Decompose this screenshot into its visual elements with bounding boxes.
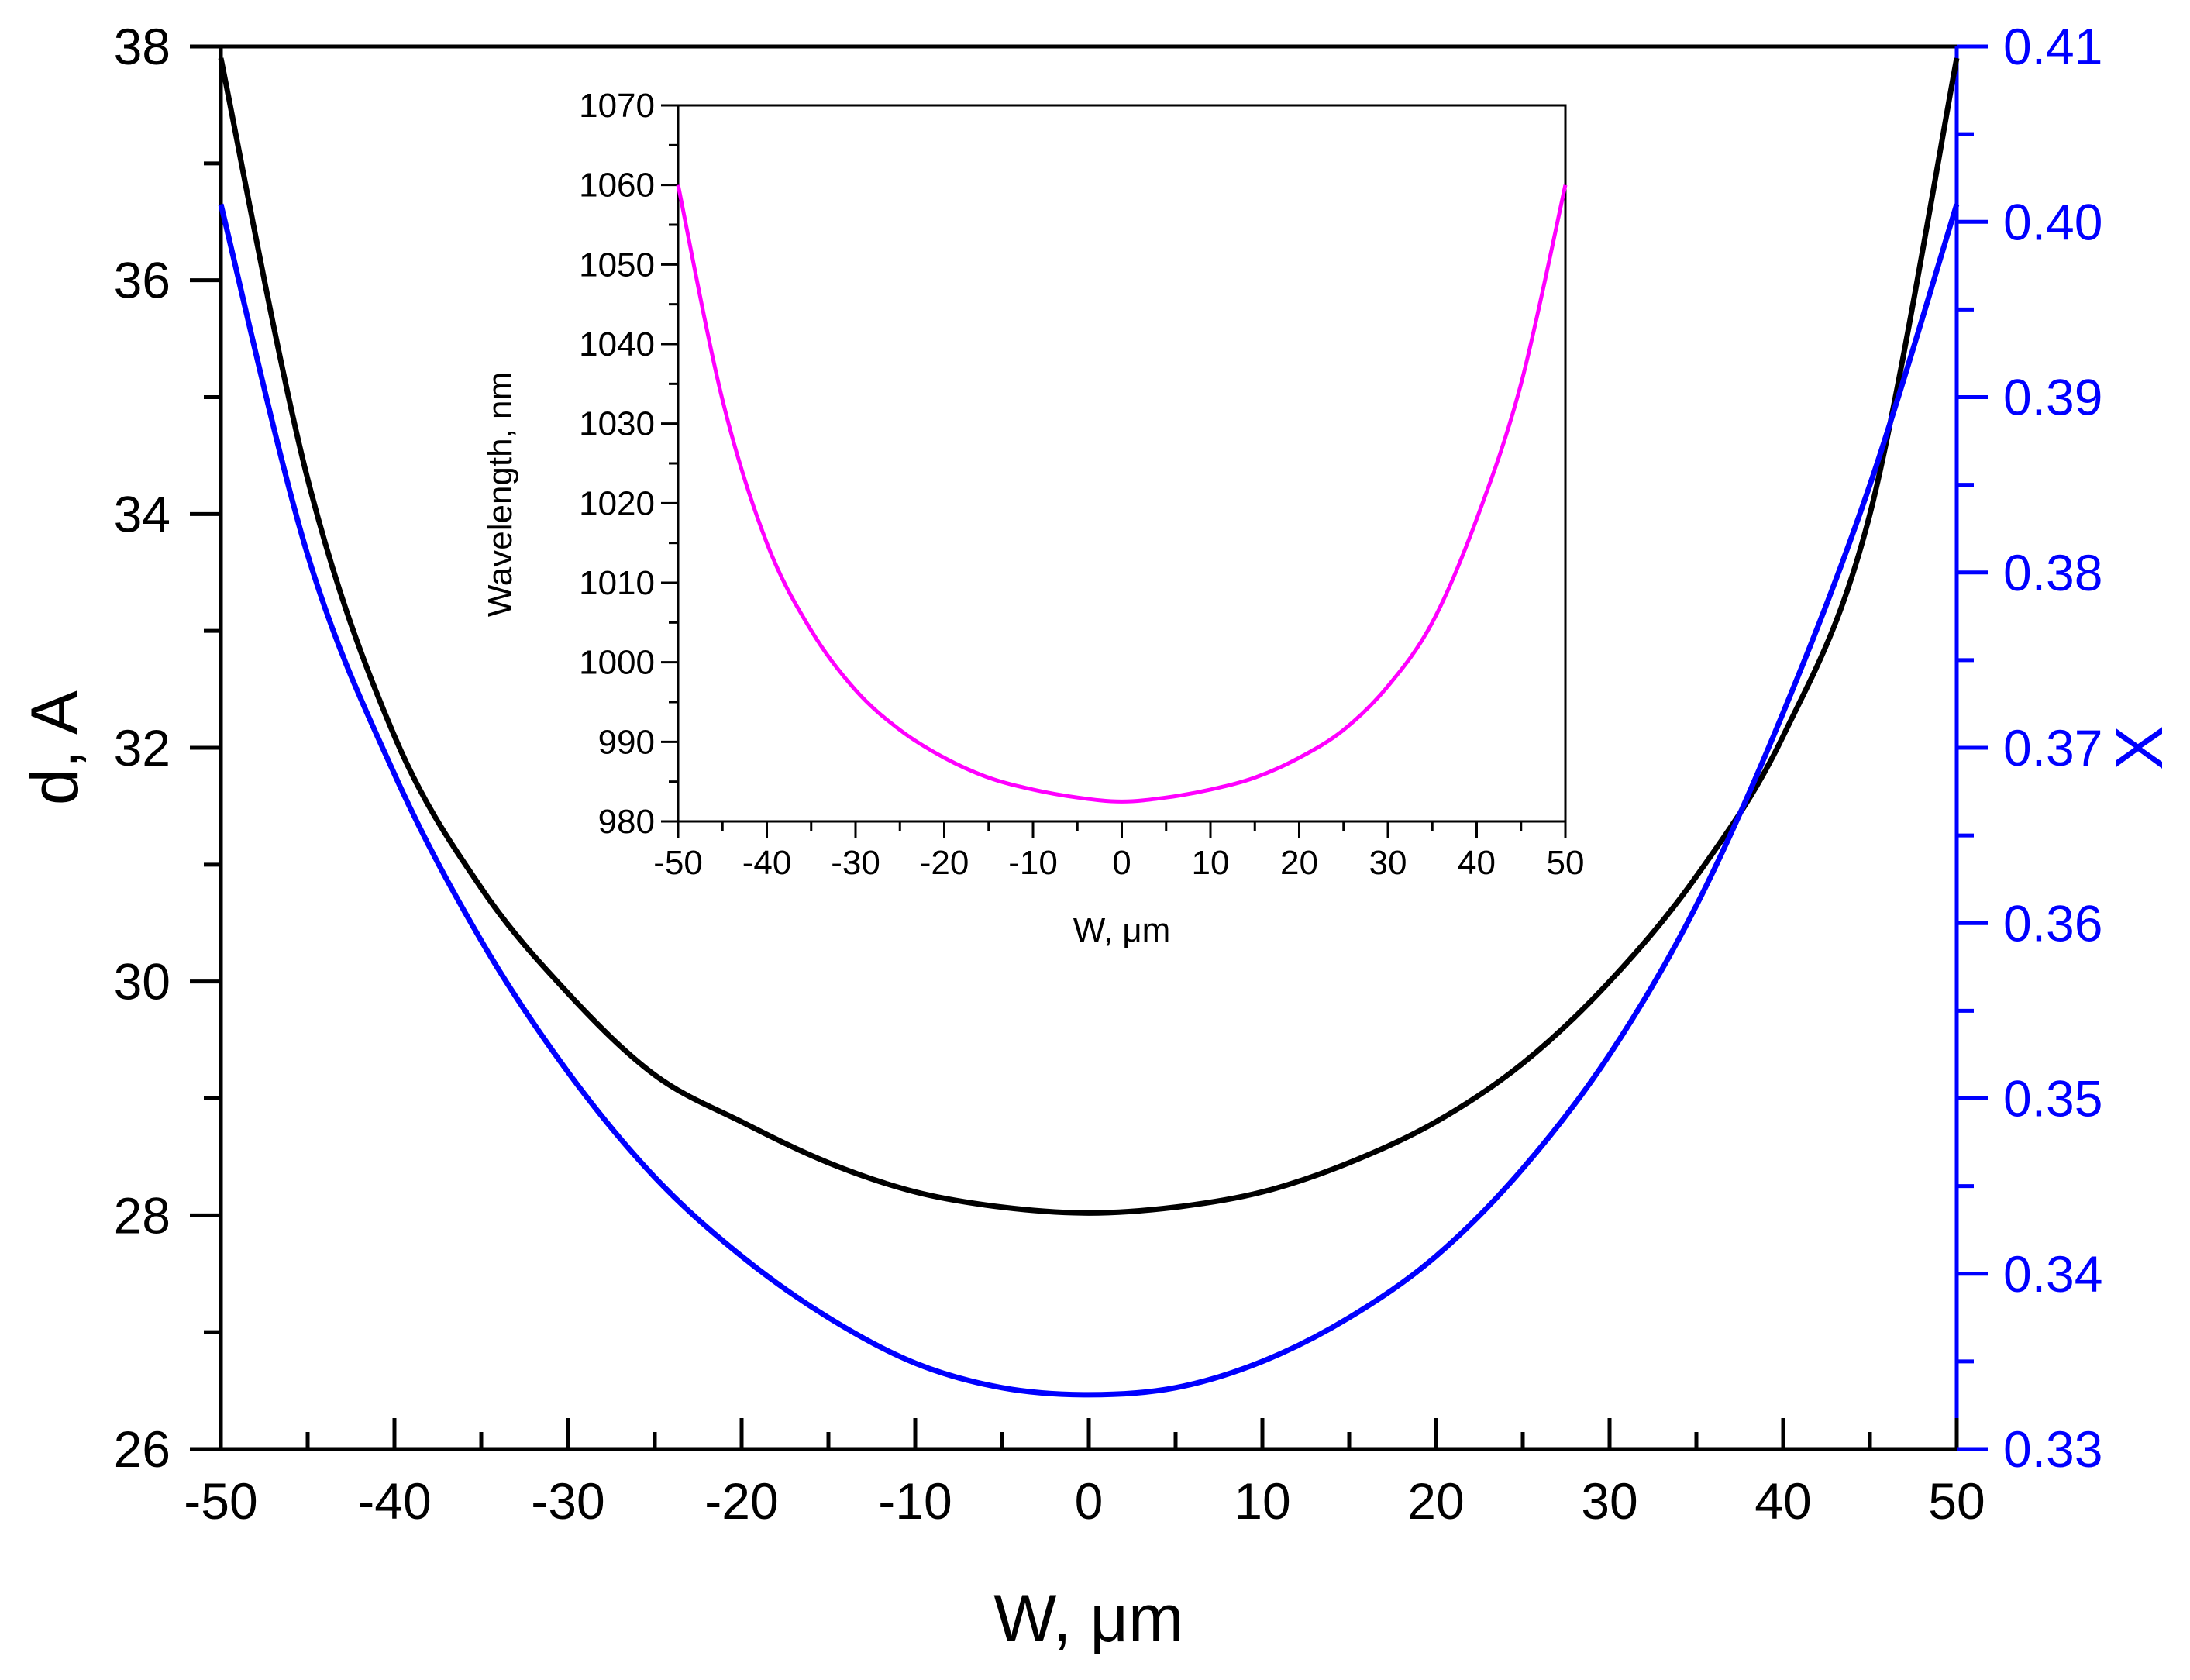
main-right-tick-label: 0.39 [2003,369,2102,426]
main-left-tick-label: 28 [114,1186,170,1244]
inset-x-tick-label: -50 [653,844,703,882]
main-right-axis-title: X [2102,725,2177,769]
main-x-tick-label: 0 [1075,1472,1104,1530]
main-right-tick-label: 0.33 [2003,1420,2102,1478]
main-x-tick-label: -40 [357,1472,431,1530]
main-plot: -50 -40 -30 -20 -10 0 10 20 30 40 5026283032343638… [18,18,2177,1656]
inset-x-tick-label: 20 [1280,844,1318,882]
main-x-tick-label: -10 [878,1472,952,1530]
inset-y-axis-title: Wavelength, nm [481,372,519,617]
inset-x-tick-label: 30 [1369,844,1407,882]
inset-x-tick-label: 0 [1112,844,1131,882]
inset-y-tick-label: 1060 [579,167,655,205]
inset-x-tick-label: -30 [831,844,880,882]
main-right-tick-label: 0.35 [2003,1070,2102,1127]
main-left-tick-label: 32 [114,719,170,776]
inset-x-tick-label: -40 [742,844,792,882]
main-x-tick-label: 30 [1581,1472,1637,1530]
inset-y-tick-label: 1030 [579,405,655,443]
main-right-tick-label: 0.36 [2003,894,2102,952]
inset-x-axis-title: W, μm [1073,911,1171,949]
inset-y-tick-label: 980 [598,803,655,841]
inset-y-tick-label: 1040 [579,325,655,363]
main-x-tick-label: 50 [1928,1472,1985,1530]
main-left-tick-label: 38 [114,18,170,75]
inset-y-tick-label: 1020 [579,484,655,522]
main-left-tick-label: 26 [114,1420,170,1478]
inset-y-tick-label: 1070 [579,87,655,125]
main-series-x-line [218,203,1960,1398]
main-x-tick-label: 10 [1234,1472,1290,1530]
main-right-tick-label: 0.38 [2003,544,2102,601]
inset-x-tick-label: 10 [1192,844,1230,882]
inset-plot: -50 -40 -30 -20 -10 0 10 20 30 40 5098099010001010… [481,87,1584,949]
main-right-tick-label: 0.41 [2003,18,2102,75]
main-x-tick-label: 20 [1407,1472,1464,1530]
main-x-tick-label: -50 [184,1472,257,1530]
inset-x-tick-label: 50 [1547,844,1585,882]
inset-x-tick-label: -10 [1008,844,1058,882]
main-left-axis-title: d, A [18,690,92,805]
main-right-tick-label: 0.37 [2003,719,2102,776]
inset-y-tick-label: 990 [598,723,655,761]
main-left-tick-label: 36 [114,252,170,309]
inset-y-tick-label: 1050 [579,246,655,284]
inset-frame [677,104,1567,823]
main-x-tick-label: -30 [531,1472,604,1530]
inset-x-tick-label: 40 [1458,844,1496,882]
main-x-tick-label: -20 [704,1472,778,1530]
main-x-tick-label: 40 [1754,1472,1811,1530]
inset-x-tick-label: -20 [920,844,969,882]
main-right-tick-label: 0.40 [2003,193,2102,250]
main-left-tick-label: 30 [114,953,170,1010]
inset-y-tick-label: 1000 [579,644,655,682]
main-x-axis-title: W, μm [993,1582,1183,1656]
inset-series-wavelength-line [676,184,1568,804]
inset-y-tick-label: 1010 [579,564,655,602]
main-right-tick-label: 0.34 [2003,1245,2102,1303]
main-left-tick-label: 34 [114,485,170,542]
